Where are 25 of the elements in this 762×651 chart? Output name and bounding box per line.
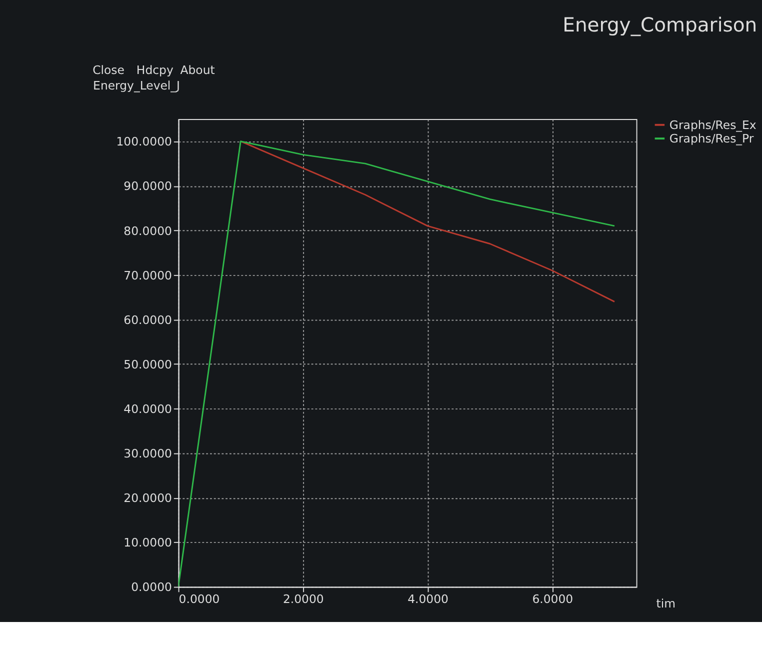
x-tick-label: 6.0000 (532, 592, 574, 606)
y-tick-label: 70.0000 (124, 268, 172, 282)
y-tick-label: 90.0000 (124, 179, 172, 194)
x-tick-label: 4.0000 (408, 592, 448, 606)
y-tick-label: 60.0000 (124, 312, 172, 327)
line-series (240, 140, 616, 302)
legend-label: Graphs/Res_Ex (669, 118, 756, 132)
x-tick-label: 2.0000 (282, 592, 324, 606)
y-tick-label: 100.0000 (116, 134, 172, 149)
text: Close (92, 63, 124, 78)
legend-label: Graphs/Res_Pr (669, 131, 754, 146)
x-axis-title: tim (656, 596, 676, 611)
y-axis-title: Energy_Level_J (93, 78, 180, 92)
text: About (180, 63, 216, 78)
y-tick-label: 20.0000 (124, 491, 172, 506)
y-tick-label: 80.0000 (124, 224, 172, 238)
y-tick-label: 40.0000 (124, 402, 172, 416)
chart-title: Energy_Comparison (562, 13, 758, 36)
x-tick-label: 0.0000 (178, 592, 220, 606)
y-tick-label: 30.0000 (124, 446, 172, 461)
text: Hdcpy (136, 63, 174, 78)
y-tick-label: 10.0000 (124, 536, 172, 550)
y-tick-label: 0.0000 (131, 580, 172, 594)
y-tick-label: 50.0000 (124, 357, 172, 372)
line-series (178, 140, 616, 587)
